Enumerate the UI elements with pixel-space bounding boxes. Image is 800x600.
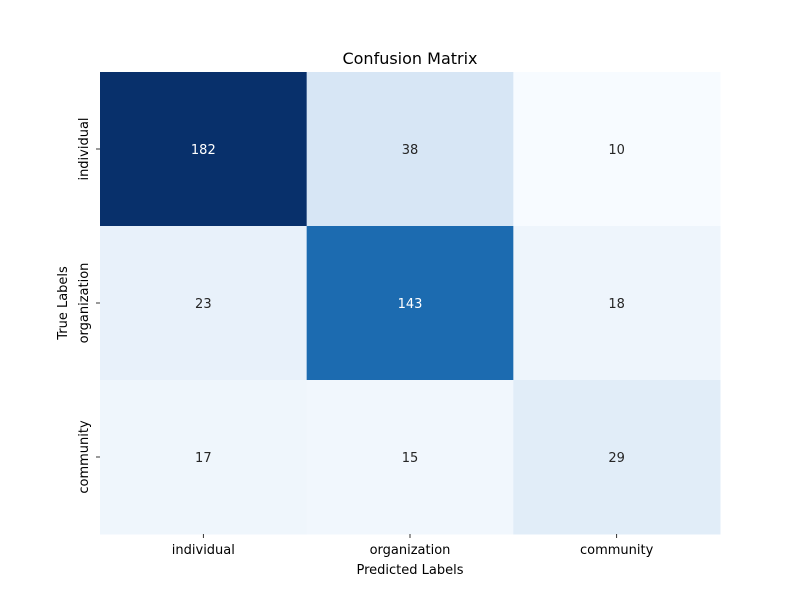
x-tick-label: individual xyxy=(172,543,235,558)
cell-value-label: 182 xyxy=(191,143,216,158)
x-tick-label: organization xyxy=(370,543,451,558)
heatmap-cell xyxy=(306,380,514,535)
y-tick-label: community xyxy=(77,420,92,494)
y-tick-label: individual xyxy=(77,117,92,180)
cell-value-label: 143 xyxy=(398,297,423,312)
heatmap-cell xyxy=(513,380,721,535)
heatmap-cell xyxy=(100,72,308,227)
heatmap-cell xyxy=(306,226,514,381)
cell-value-label: 23 xyxy=(195,297,212,312)
y-axis-label: True Labels xyxy=(56,266,71,341)
heatmap-cells xyxy=(100,72,721,535)
heatmap-cell xyxy=(513,226,721,381)
y-tick-label: organization xyxy=(77,263,92,344)
cell-annotations: 182 38 10 23 143 18 17 15 29 xyxy=(191,143,625,466)
cell-value-label: 29 xyxy=(608,451,625,466)
cell-value-label: 15 xyxy=(402,451,419,466)
cell-value-label: 38 xyxy=(402,143,419,158)
heatmap-cell xyxy=(100,226,308,381)
cell-value-label: 10 xyxy=(608,143,625,158)
cell-value-label: 17 xyxy=(195,451,212,466)
y-axis-ticks: individual organization community xyxy=(77,117,100,494)
heatmap-cell xyxy=(306,72,514,227)
heatmap-cell xyxy=(513,72,721,227)
x-tick-label: community xyxy=(580,543,654,558)
x-axis-label: Predicted Labels xyxy=(356,563,463,578)
chart-title: Confusion Matrix xyxy=(342,49,477,68)
x-axis-ticks: individual organization community xyxy=(172,534,654,558)
heatmap-cell xyxy=(100,380,308,535)
cell-value-label: 18 xyxy=(608,297,625,312)
